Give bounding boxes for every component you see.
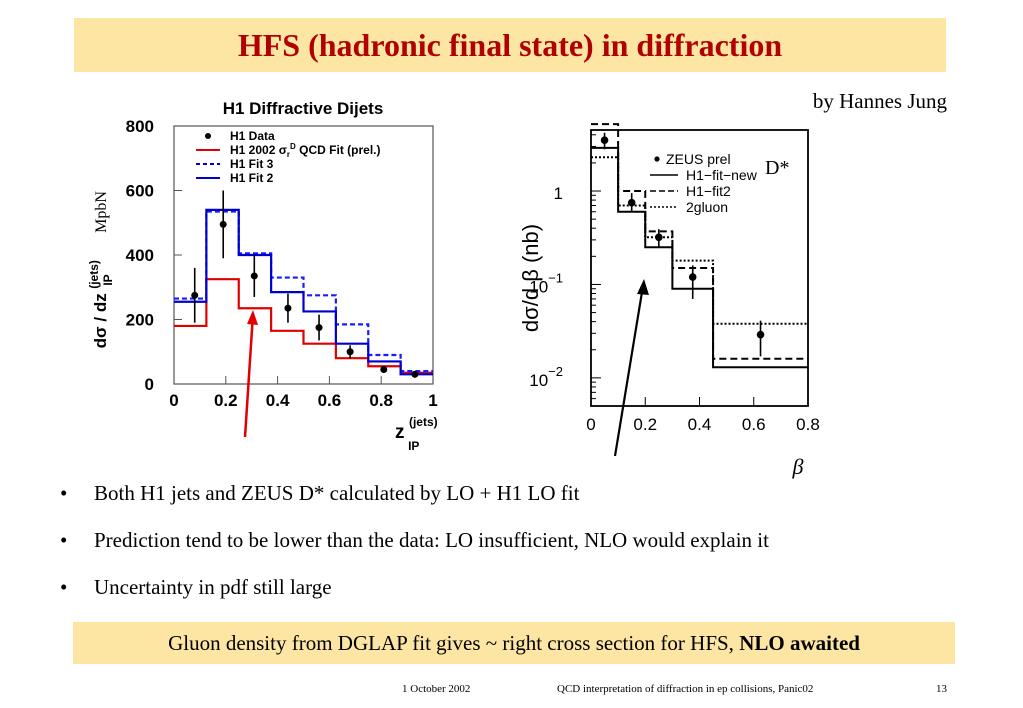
chart1-ylabel-main: dσ / dz xyxy=(91,293,110,348)
chart1-xtick-label: 0.4 xyxy=(266,391,290,410)
chart2-series-line xyxy=(591,123,808,360)
chart1-ytick-label: 600 xyxy=(126,182,154,201)
chart2-xtick-label: 0.4 xyxy=(688,415,712,434)
chart1-xtick-label: 0.8 xyxy=(369,391,393,410)
chart2-arrow xyxy=(613,285,645,457)
zeus-dstar-chart: dσ/d β (nb) β D* 0 0.2 0.4 0.6 0.8110−110−2 … xyxy=(518,123,820,479)
chart2-xtick-label: 0.6 xyxy=(742,415,766,434)
chart2-ylabel: dσ/d β (nb) xyxy=(518,224,543,332)
chart1-ytick-label: 200 xyxy=(126,311,154,330)
chart1-legend-text: H1 Data xyxy=(230,129,275,143)
chart2-arrowhead xyxy=(637,279,649,295)
chart2-annotation: D* xyxy=(765,157,789,179)
footer-title: QCD interpretation of diffraction in ep … xyxy=(557,683,814,695)
bullet-item: • Uncertainty in pdf still large xyxy=(58,572,988,619)
chart1-ylabel-unit: MpbN xyxy=(93,191,110,233)
chart1-ytick-label: 0 xyxy=(145,375,154,394)
chart2-ytick-exp: −2 xyxy=(548,364,563,379)
footer-date: 1 October 2002 xyxy=(402,683,471,695)
chart1-xlabel-sub: IP xyxy=(408,439,419,452)
byline: by Hannes Jung xyxy=(812,89,947,113)
chart1-data-point xyxy=(219,220,227,228)
bullet-dot: • xyxy=(60,528,68,552)
chart2-legend-label: H1−fit2 xyxy=(686,183,731,199)
chart2-ytick-base: 10 xyxy=(529,277,548,296)
chart1-legend-sub: r xyxy=(287,150,290,159)
chart2-ytick-label: 10−2 xyxy=(529,364,563,390)
bullet-text: Prediction tend to be lower than the dat… xyxy=(94,528,769,552)
bullet-text: Both H1 jets and ZEUS D* calculated by L… xyxy=(94,481,580,505)
chart1-data-point xyxy=(284,304,292,312)
chart1-data-point xyxy=(191,291,199,299)
chart2-data-point xyxy=(655,233,663,242)
chart1-xlabel-main: z xyxy=(395,422,405,443)
chart1-series-line xyxy=(174,208,433,376)
title-band: HFS (hadronic final state) in diffractio… xyxy=(74,18,946,72)
chart1-ylabel: dσ / dz (jets) IP xyxy=(85,256,115,349)
chart1-arrow xyxy=(243,313,255,438)
chart2-xtick-label: 0.2 xyxy=(633,415,657,434)
bullet-item: • Prediction tend to be lower than the da… xyxy=(58,525,988,572)
chart1-data-point xyxy=(411,370,419,378)
chart1-xtick-label: 1 xyxy=(428,391,437,410)
chart1-legend-label: H1 Data xyxy=(230,129,275,143)
chart1-legend-text: H1 Fit 2 xyxy=(230,171,274,185)
chart1-title: H1 Diffractive Dijets xyxy=(223,99,384,118)
chart1-arrowhead xyxy=(247,310,258,325)
chart1-legend-label: H1 2002 σrD QCD Fit (prel.) xyxy=(230,142,381,159)
chart1-legend-label: H1 Fit 2 xyxy=(230,171,274,185)
chart2-ytick-exp: −1 xyxy=(548,270,563,285)
bullet-item: • Both H1 jets and ZEUS D* calculated by … xyxy=(58,478,988,525)
chart1-data-point xyxy=(315,324,323,332)
bullet-list: • Both H1 jets and ZEUS D* calculated by … xyxy=(58,478,988,619)
chart1-legend-marker xyxy=(205,133,211,139)
chart1-ytick-label: 400 xyxy=(126,246,154,265)
chart2-ytick-label: 10−1 xyxy=(529,270,563,296)
bullet-text: Uncertainty in pdf still large xyxy=(94,575,332,599)
chart2-data-point xyxy=(600,136,609,144)
chart2-xlabel: β xyxy=(792,454,804,479)
h1-dijets-chart: H1 Diffractive Dijets MpbN dσ / dz (jets… xyxy=(85,99,442,452)
chart1-ylabel-sup: (jets) xyxy=(87,260,101,289)
chart2-legend-label: 2gluon xyxy=(686,199,728,215)
chart1-xtick-label: 0.6 xyxy=(318,391,342,410)
chart2-legend-marker xyxy=(654,156,660,162)
chart1-xlabel-sup: (jets) xyxy=(409,415,438,429)
chart2-xtick-label: 0.8 xyxy=(796,415,820,434)
chart1-legend-label: H1 Fit 3 xyxy=(230,157,274,171)
chart2-data-point xyxy=(627,198,636,207)
chart1-ylabel-sub: IP xyxy=(101,274,115,285)
conclusion-box: Gluon density from DGLAP fit gives ~ rig… xyxy=(73,622,955,664)
chart1-legend-sup: D xyxy=(290,142,296,151)
chart1-xlabel: z (jets) IP xyxy=(395,413,442,452)
chart1-data-point xyxy=(380,365,388,373)
chart1-legend-tail: QCD Fit (prel.) xyxy=(296,143,381,157)
chart2-series-line xyxy=(591,156,808,325)
chart2-data-point xyxy=(756,330,765,339)
chart2-data-point xyxy=(688,273,697,281)
chart2-xtick-label: 0 xyxy=(586,415,595,434)
chart1-data-point xyxy=(250,272,258,280)
conclusion-emphasis: NLO awaited xyxy=(739,630,860,655)
chart2-ytick-label: 1 xyxy=(554,184,563,203)
chart2-legend-label: ZEUS prel xyxy=(666,151,731,167)
bullet-dot: • xyxy=(60,481,68,505)
bullet-dot: • xyxy=(60,575,68,599)
chart2-legend-label: H1−fit−new xyxy=(686,167,758,183)
chart1-data-point xyxy=(346,348,354,356)
conclusion-text: Gluon density from DGLAP fit gives ~ rig… xyxy=(168,630,740,655)
slide-title: HFS (hadronic final state) in diffractio… xyxy=(237,26,783,63)
chart1-legend-text: H1 2002 σ xyxy=(230,143,287,157)
chart1-xtick-label: 0 xyxy=(169,391,178,410)
chart2-ytick-base: 1 xyxy=(554,184,563,203)
chart2-ytick-base: 10 xyxy=(529,371,548,390)
chart1-ytick-label: 800 xyxy=(126,117,154,136)
chart1-series-line xyxy=(174,210,433,373)
chart1-xtick-label: 0.2 xyxy=(214,391,238,410)
chart1-legend-text: H1 Fit 3 xyxy=(230,157,274,171)
footer-page-number: 13 xyxy=(936,683,947,695)
